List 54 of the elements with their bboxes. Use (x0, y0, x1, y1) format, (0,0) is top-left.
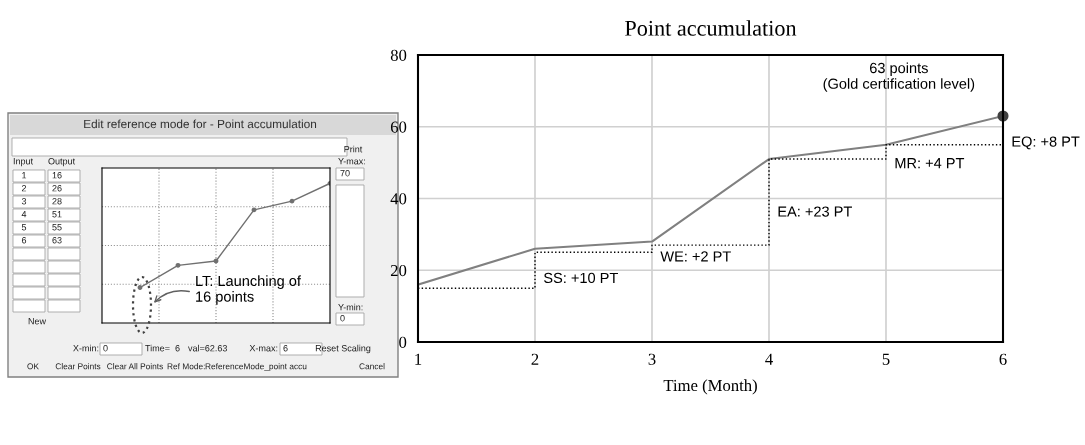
y-tick-label: 40 (390, 193, 407, 205)
text: OK (27, 363, 39, 370)
text: 6 (21, 237, 27, 244)
text: 51 (52, 211, 62, 218)
x-tick-label: 6 (999, 353, 1007, 365)
y-tick-label: 20 (390, 264, 407, 277)
text: X-max: (249, 345, 278, 352)
annotation: WE: +2 PT (660, 251, 731, 262)
text: 55 (52, 224, 62, 231)
text: Clear Points (55, 363, 101, 370)
text: 0 (103, 345, 108, 352)
annotation: SS: +10 PT (544, 272, 618, 284)
y-tick-label: 60 (390, 121, 407, 133)
text: Reset Scaling (315, 344, 371, 354)
text: X-min: (73, 344, 99, 352)
text: Clear All Points (107, 363, 163, 370)
text: 1 (22, 172, 27, 179)
chart-title: Edit reference mode for - Point accumulation (84, 119, 317, 129)
text: 26 (52, 185, 62, 192)
text: Y-max: (338, 158, 365, 165)
text: Output (48, 158, 76, 167)
y-tick-label: 0 (399, 336, 407, 348)
text: Time= 6 (145, 344, 180, 352)
x-tick-label: 3 (648, 353, 656, 365)
x-axis-title: Time (Month) (663, 379, 757, 395)
chart-title: Point accumulation (625, 20, 797, 36)
text: 4 (21, 211, 27, 218)
x-tick-label: 2 (531, 353, 539, 365)
annotation: MR: +4 PT (895, 158, 965, 169)
x-tick-label: 5 (882, 353, 890, 365)
text: 28 (52, 198, 62, 205)
text: 3 (21, 198, 27, 205)
annotation: EQ: +8 PT (1012, 136, 1080, 150)
annotation: LT: Launching of 16 points (196, 275, 301, 305)
text: New (28, 318, 47, 325)
text: 63 (52, 237, 62, 244)
text: 16 (52, 172, 62, 179)
annotation: 63 points (Gold certification level) (823, 62, 975, 92)
text: Ref Mode: (167, 363, 205, 370)
text: val=62.63 (188, 344, 228, 352)
y-tick-label: 80 (390, 49, 407, 61)
text: 70 (340, 170, 350, 177)
text: Cancel (359, 363, 385, 370)
x-tick-label: 1 (415, 353, 422, 365)
text: Y-min: (338, 303, 363, 311)
annotation: EA: +23 PT (778, 206, 852, 217)
text: Print (344, 145, 363, 153)
text: Input (13, 158, 34, 167)
text: 5 (21, 224, 27, 231)
text: 6 (283, 345, 288, 352)
text: 0 (340, 315, 345, 322)
text: ReferenceMode_point accu (205, 363, 307, 371)
x-tick-label: 4 (765, 353, 773, 365)
text: 2 (21, 185, 27, 192)
